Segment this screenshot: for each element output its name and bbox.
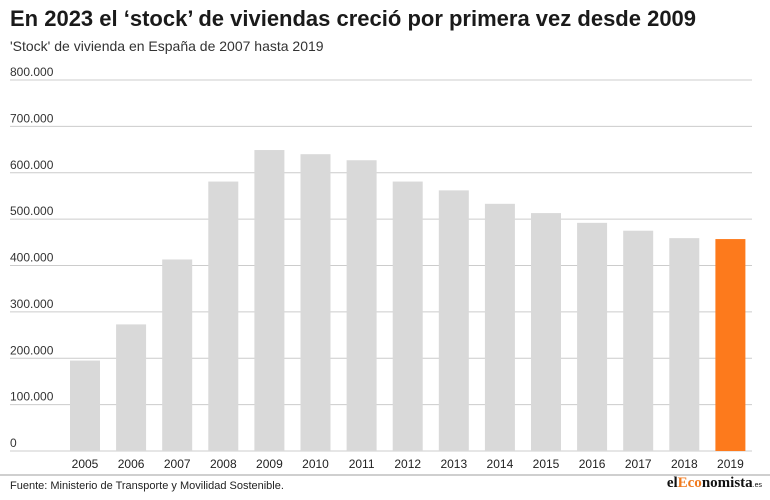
bar-2007 xyxy=(162,259,193,451)
bar-2009 xyxy=(254,150,285,451)
y-tick-label: 400.000 xyxy=(10,251,54,265)
x-tick-label: 2005 xyxy=(72,457,99,471)
bar-2014 xyxy=(484,203,515,451)
bar-2017 xyxy=(623,230,654,451)
y-tick-label: 200.000 xyxy=(10,343,54,357)
bar-2019 xyxy=(715,239,746,451)
bar-2011 xyxy=(346,160,377,451)
bar-2006 xyxy=(116,324,147,451)
source-note: Fuente: Ministerio de Transporte y Movil… xyxy=(10,480,284,492)
x-tick-label: 2013 xyxy=(440,457,467,471)
logo-prefix: el xyxy=(666,475,678,491)
bar-2015 xyxy=(531,213,561,451)
bar-2005 xyxy=(70,360,100,451)
x-axis-tick-labels: 2005 2006 2007 2008 2009 2010 2011 2012 2013 2014… xyxy=(72,457,744,471)
footer-divider xyxy=(0,474,770,476)
x-tick-label: 2006 xyxy=(118,457,145,471)
bar-2013 xyxy=(438,190,469,451)
y-axis-tick-labels: 0 100.000 200.000 300.000 400.000 500.000 600.… xyxy=(10,65,54,450)
y-tick-label: 600.000 xyxy=(10,158,54,172)
logo-suffix: .es xyxy=(752,482,762,489)
x-tick-label: 2011 xyxy=(349,457,375,471)
logo-rest: nomista xyxy=(701,475,753,491)
x-tick-label: 2018 xyxy=(671,457,698,471)
bars xyxy=(70,150,746,451)
y-tick-label: 700.000 xyxy=(10,111,54,125)
bar-2010 xyxy=(300,154,331,451)
y-tick-label: 0 xyxy=(10,436,17,450)
y-tick-label: 800.000 xyxy=(10,65,54,79)
y-tick-label: 300.000 xyxy=(10,297,54,311)
x-tick-label: 2019 xyxy=(717,457,744,471)
bar-2016 xyxy=(577,222,608,451)
x-tick-label: 2009 xyxy=(256,457,283,471)
x-tick-label: 2012 xyxy=(394,457,421,471)
chart-title: En 2023 el ‘stock’ de viviendas creció p… xyxy=(10,6,697,31)
x-tick-label: 2016 xyxy=(579,457,606,471)
x-tick-label: 2010 xyxy=(302,457,329,471)
y-tick-label: 100.000 xyxy=(10,390,54,404)
x-tick-label: 2014 xyxy=(487,457,514,471)
bar-2008 xyxy=(208,181,239,451)
bar-2018 xyxy=(669,238,700,451)
logo-accent: Eco xyxy=(677,475,702,491)
bar-2012 xyxy=(392,181,423,451)
x-tick-label: 2015 xyxy=(533,457,560,471)
y-tick-label: 500.000 xyxy=(10,204,54,218)
bar-chart: 0 100.000 200.000 300.000 400.000 500.000 600.… xyxy=(10,65,752,471)
publisher-logo: elEconomista.es xyxy=(667,475,762,492)
chart-subtitle: 'Stock' de vivienda en España de 2007 ha… xyxy=(10,38,324,54)
x-tick-label: 2008 xyxy=(210,457,237,471)
x-tick-label: 2017 xyxy=(625,457,652,471)
x-tick-label: 2007 xyxy=(164,457,191,471)
